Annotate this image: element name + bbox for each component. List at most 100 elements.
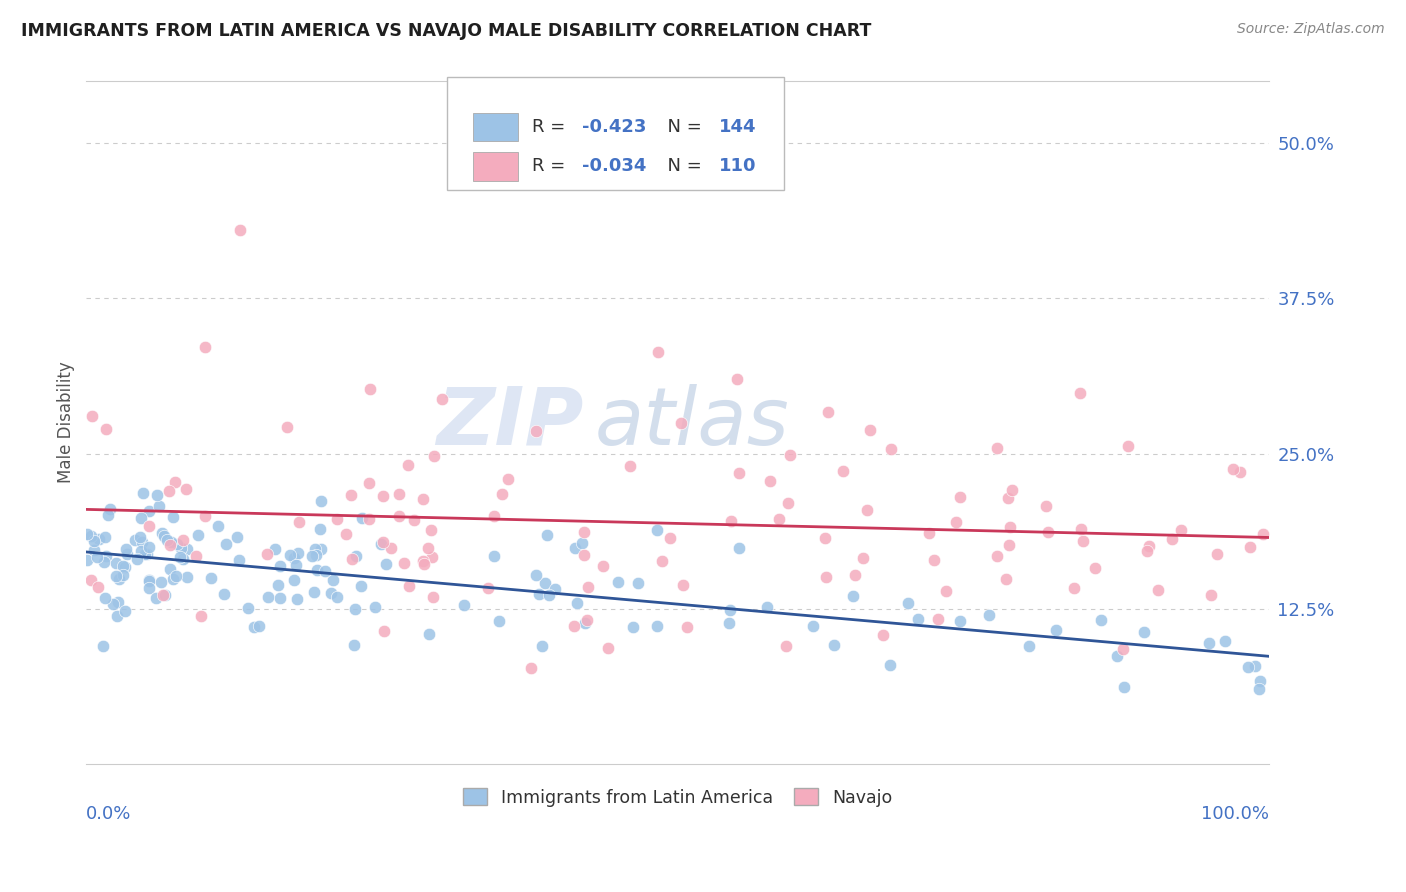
Point — [228, 553, 250, 567]
Point — [1116, 439, 1139, 453]
Point — [531, 639, 554, 653]
Point — [97, 508, 120, 522]
Point — [93, 591, 115, 605]
Point — [86, 550, 108, 565]
Point — [152, 588, 174, 602]
Y-axis label: Male Disability: Male Disability — [58, 361, 75, 483]
Point — [91, 639, 114, 653]
Point — [945, 515, 967, 529]
Point — [94, 549, 117, 564]
Point — [145, 488, 167, 502]
Point — [359, 382, 381, 396]
Point — [107, 595, 129, 609]
FancyBboxPatch shape — [447, 78, 785, 190]
Point — [169, 550, 191, 565]
Point — [491, 487, 513, 501]
Point — [1036, 525, 1059, 540]
Point — [759, 474, 782, 488]
Point — [727, 466, 749, 480]
Point — [396, 458, 419, 472]
FancyBboxPatch shape — [472, 112, 517, 141]
Point — [373, 535, 395, 549]
Point — [420, 523, 443, 537]
Point — [1206, 547, 1229, 561]
Point — [859, 423, 882, 437]
Point — [1199, 588, 1222, 602]
Point — [1239, 540, 1261, 554]
Point — [537, 588, 560, 602]
Point — [1222, 462, 1244, 476]
Point — [844, 568, 866, 582]
Point — [307, 563, 329, 577]
Point — [574, 549, 596, 563]
Point — [93, 555, 115, 569]
Point — [138, 519, 160, 533]
Point — [571, 536, 593, 550]
Point — [1136, 544, 1159, 558]
Text: 110: 110 — [718, 157, 756, 176]
Point — [342, 638, 364, 652]
Point — [278, 548, 301, 562]
Point — [322, 573, 344, 587]
Point — [111, 559, 134, 574]
Point — [186, 528, 208, 542]
Point — [388, 509, 411, 524]
Point — [398, 579, 420, 593]
Point — [380, 541, 402, 555]
Point — [107, 573, 129, 587]
Point — [922, 553, 945, 567]
Text: IMMIGRANTS FROM LATIN AMERICA VS NAVAJO MALE DISABILITY CORRELATION CHART: IMMIGRANTS FROM LATIN AMERICA VS NAVAJO … — [21, 22, 872, 40]
Point — [477, 581, 499, 595]
Point — [402, 513, 425, 527]
Point — [841, 589, 863, 603]
Point — [80, 529, 103, 543]
Point — [114, 541, 136, 556]
Point — [1070, 523, 1092, 537]
Point — [520, 661, 543, 675]
Point — [534, 575, 557, 590]
Text: ZIP: ZIP — [436, 384, 583, 461]
Point — [319, 586, 342, 600]
Point — [101, 598, 124, 612]
Point — [1045, 623, 1067, 637]
Point — [340, 552, 363, 566]
Point — [418, 627, 440, 641]
Text: 100.0%: 100.0% — [1201, 805, 1270, 823]
Point — [128, 529, 150, 543]
Point — [257, 590, 280, 604]
Point — [269, 558, 291, 573]
Point — [138, 540, 160, 554]
Point — [879, 658, 901, 673]
Point — [1111, 642, 1133, 657]
Point — [1161, 533, 1184, 547]
Point — [314, 564, 336, 578]
Point — [621, 620, 644, 634]
Point — [352, 511, 374, 525]
Text: N =: N = — [657, 118, 707, 136]
Point — [672, 578, 695, 592]
Point — [564, 541, 586, 555]
Point — [659, 531, 682, 545]
Point — [997, 491, 1019, 505]
Point — [412, 554, 434, 568]
Point — [256, 547, 278, 561]
Point — [357, 512, 380, 526]
Point — [651, 554, 673, 568]
Point — [159, 562, 181, 576]
Point — [340, 487, 363, 501]
Point — [986, 549, 1008, 563]
Point — [236, 601, 259, 615]
Point — [138, 504, 160, 518]
Text: R =: R = — [533, 157, 571, 176]
Point — [576, 580, 599, 594]
Point — [156, 533, 179, 548]
Point — [152, 529, 174, 543]
Point — [115, 547, 138, 561]
Point — [998, 519, 1021, 533]
Point — [243, 620, 266, 634]
Point — [1112, 680, 1135, 694]
Point — [76, 527, 98, 541]
Point — [1237, 660, 1260, 674]
Point — [574, 615, 596, 630]
Point — [371, 489, 394, 503]
